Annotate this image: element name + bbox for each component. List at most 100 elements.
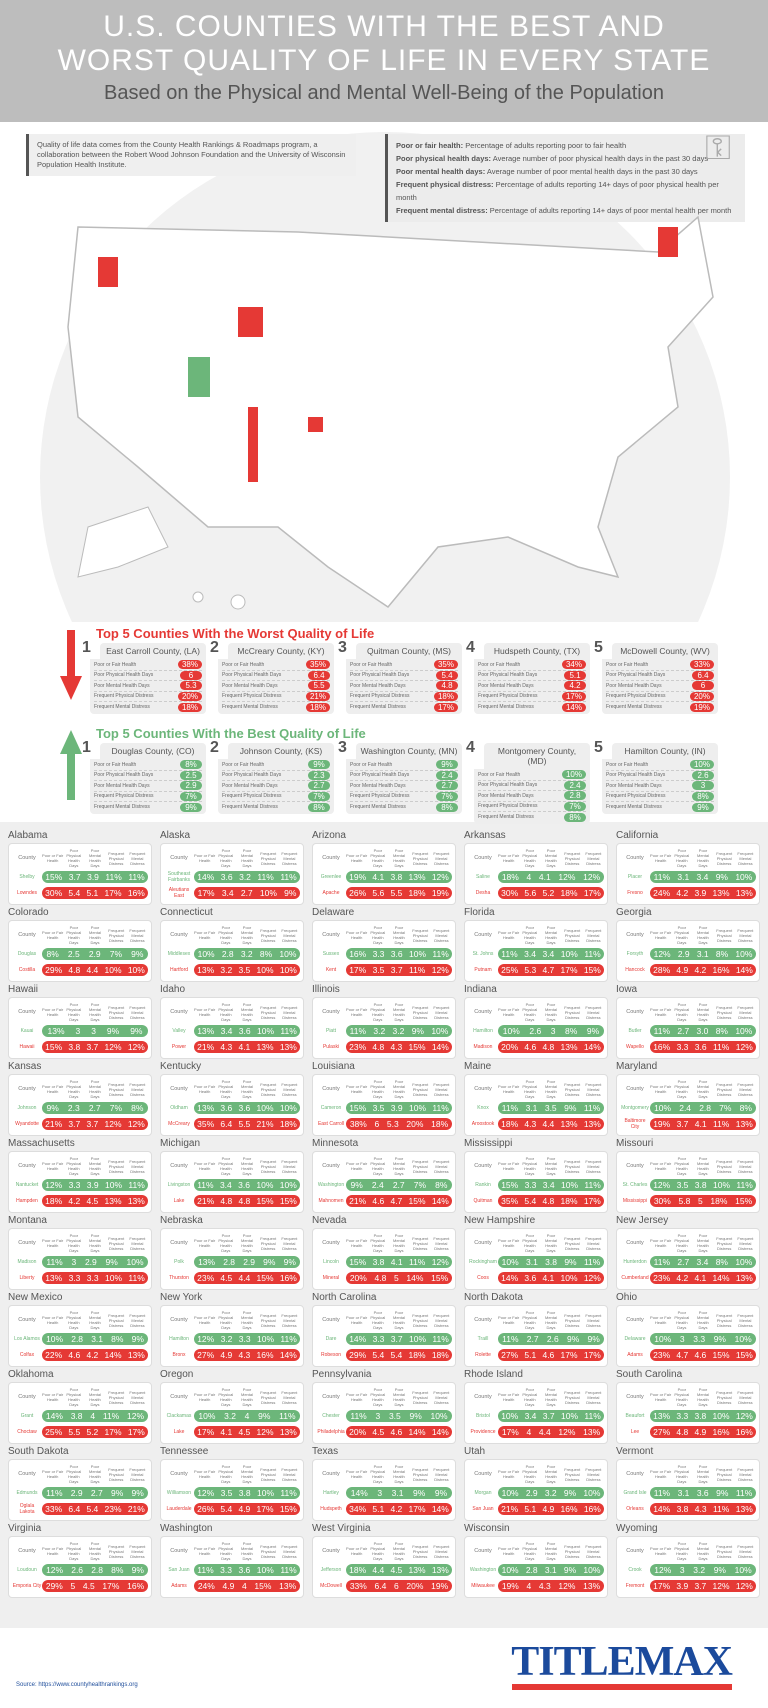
- column-header: Frequent Physical Distress: [564, 1081, 581, 1097]
- county-header: County: [18, 1317, 36, 1323]
- column-header: Frequent Mental Distress: [281, 927, 298, 943]
- column-header: Poor or Fair Health: [650, 1469, 672, 1479]
- cell-value: 3.0: [696, 1026, 709, 1036]
- cell-value: 15%: [408, 1042, 426, 1052]
- cell-value: 17%: [197, 1427, 215, 1437]
- cell-value: 18%: [349, 1565, 367, 1575]
- column-header: Frequent Mental Distress: [129, 1004, 146, 1020]
- cell-value: 2.9: [84, 1257, 97, 1267]
- cell-value: 3.9: [87, 872, 99, 882]
- column-header: Poor Mental Health Days: [89, 1233, 102, 1253]
- state-table: Rhode Island County Poor or Fair Health Poo…: [464, 1369, 608, 1444]
- cell-value: 3.1: [677, 872, 690, 882]
- column-header: Frequent Physical Distress: [260, 1004, 277, 1020]
- county-name: Hudspeth: [320, 1506, 342, 1512]
- cell-value: 33%: [45, 1504, 63, 1514]
- cell-value: 11%: [128, 872, 145, 882]
- worst-five-title: Top 5 Counties With the Worst Quality of…: [96, 626, 375, 641]
- county-header: County: [322, 1163, 340, 1169]
- cell-value: 3.4: [219, 1180, 232, 1190]
- cell-value: 9%: [131, 1334, 144, 1344]
- county-name: Mahnomen: [318, 1198, 344, 1204]
- cell-value: 16%: [349, 949, 367, 959]
- column-header: Frequent Mental Distress: [433, 1081, 450, 1097]
- cell-value: 12%: [712, 1581, 730, 1591]
- cell-value: 16%: [712, 965, 730, 975]
- cell-value: 3.4: [696, 1257, 709, 1267]
- cell-value: 13%: [47, 1026, 65, 1036]
- cell-value: 28%: [653, 965, 671, 975]
- best-county-row: Middlesex 10% 2.8 3.2 8% 10%: [164, 946, 300, 962]
- state-name: Hawaii: [8, 984, 39, 995]
- cell-value: 3.3: [372, 1334, 385, 1344]
- county-name: Sussex: [322, 951, 340, 957]
- cell-value: 11%: [584, 949, 601, 959]
- metric-value: 6.4: [692, 670, 714, 680]
- cell-value: 3.1: [91, 1334, 104, 1344]
- column-header: Frequent Mental Distress: [737, 1081, 754, 1097]
- worst-county-row: Wyandotte 21% 3.7 3.7 12% 12%: [12, 1116, 148, 1132]
- best-county-row: Edmunds 11% 2.9 2.7 9% 9%: [12, 1485, 148, 1501]
- county-name: Hartley: [323, 1490, 339, 1496]
- county-name: Desha: [475, 890, 491, 896]
- cell-value: 11%: [501, 949, 518, 959]
- state-table: Minnesota County Poor or Fair Health Poor P…: [312, 1138, 456, 1213]
- metric-row: Frequent Mental Distress 14%: [478, 702, 586, 713]
- cell-value: 3.6: [694, 1042, 707, 1052]
- column-header: Poor or Fair Health: [498, 1007, 520, 1017]
- cell-value: 3.2: [220, 965, 233, 975]
- cell-value: 6.4: [374, 1581, 387, 1591]
- state-name: Connecticut: [160, 907, 213, 918]
- column-header: Frequent Physical Distress: [412, 850, 429, 866]
- column-header: Poor or Fair Health: [498, 1546, 520, 1556]
- column-header: Poor Physical Health Days: [370, 1387, 386, 1407]
- column-header: Poor Mental Health Days: [697, 1387, 710, 1407]
- worst-county-row: Orleans 14% 3.8 4.3 11% 13%: [620, 1501, 756, 1517]
- column-header: Poor Physical Health Days: [66, 1233, 82, 1253]
- column-header: Poor or Fair Health: [346, 1315, 368, 1325]
- column-header: Poor or Fair Health: [650, 1315, 672, 1325]
- cell-value: 15%: [349, 1103, 367, 1113]
- county-name: Washington: [317, 1182, 345, 1188]
- cell-value: 3.3: [676, 1411, 689, 1421]
- state-name: New Jersey: [616, 1215, 669, 1226]
- county-header: County: [322, 1394, 340, 1400]
- rank-number: 2: [210, 739, 219, 756]
- column-header: Poor or Fair Health: [346, 1161, 368, 1171]
- metric-row: Poor or Fair Health 33%: [606, 660, 714, 671]
- cell-value: 16%: [256, 1350, 274, 1360]
- state-table: Utah County Poor or Fair Health Poor Physic…: [464, 1446, 608, 1521]
- cell-value: 12%: [653, 949, 671, 959]
- state-table: Alabama County Poor or Fair Health Poor Phy…: [8, 830, 152, 905]
- column-header: Poor or Fair Health: [42, 1084, 64, 1094]
- cell-value: 10%: [256, 1026, 274, 1036]
- metric-label: Poor Mental Health Days: [94, 682, 150, 689]
- column-header: Frequent Mental Distress: [585, 1389, 602, 1405]
- worst-county-row: Colfax 22% 4.6 4.2 14% 13%: [12, 1347, 148, 1363]
- state-name: New York: [160, 1292, 203, 1303]
- county-header: County: [626, 855, 644, 861]
- column-header: Frequent Mental Distress: [737, 1543, 754, 1559]
- cell-value: 10%: [501, 1488, 519, 1498]
- rank-number: 2: [210, 639, 219, 656]
- metric-label: Poor Mental Health Days: [222, 682, 278, 689]
- worst-county-row: Emporia City 29% 5 4.5 17% 16%: [12, 1578, 148, 1594]
- cell-value: 2.9: [70, 1488, 83, 1498]
- column-header: Frequent Physical Distress: [716, 1081, 733, 1097]
- cell-value: 11%: [736, 1180, 753, 1190]
- cell-value: 2.8: [91, 1565, 104, 1575]
- state-name: Idaho: [160, 984, 186, 995]
- column-header: Poor or Fair Health: [650, 1392, 672, 1402]
- county-header: County: [322, 1548, 340, 1554]
- cell-value: 10%: [430, 1411, 448, 1421]
- metric-value: 3: [692, 781, 714, 791]
- cell-value: 3.4: [524, 949, 536, 959]
- cell-value: 11%: [349, 1026, 367, 1036]
- metric-row: Poor or Fair Health 9%: [222, 760, 330, 771]
- cell-value: 10%: [560, 949, 578, 959]
- cell-value: 4.8: [542, 1042, 555, 1052]
- cell-value: 23%: [197, 1273, 215, 1283]
- source-link[interactable]: Source: https://www.countyhealthrankings…: [16, 1682, 138, 1688]
- state-name: Washington: [160, 1523, 213, 1534]
- cell-value: 13%: [197, 1026, 215, 1036]
